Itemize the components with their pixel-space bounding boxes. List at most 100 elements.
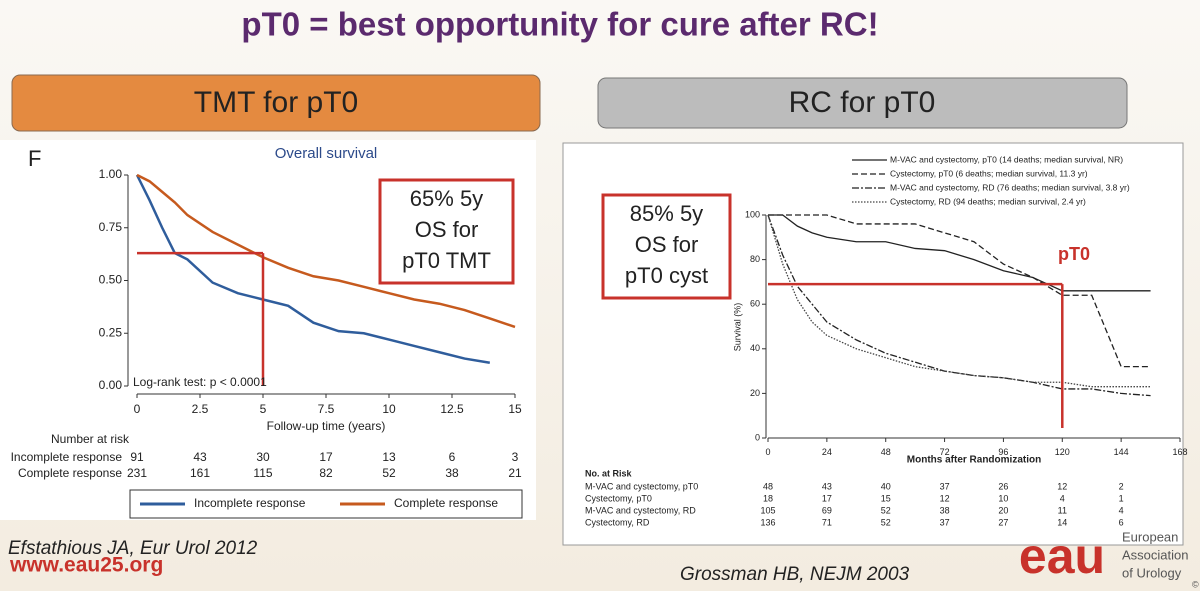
legend-box [129,489,523,519]
risk-value: 161 [190,466,210,480]
legend-label: Cystectomy, pT0 (6 deaths; median surviv… [890,168,1088,178]
risk-value: 231 [127,466,147,480]
risk-value: 15 [881,493,891,503]
risk-value: 136 [760,517,775,527]
legend-label: M-VAC and cystectomy, pT0 (14 deaths; me… [890,154,1123,164]
survival-curve [767,214,1151,388]
logo-line: of Urology [1122,565,1182,580]
x-tick-label: 0 [765,447,770,457]
risk-value: 38 [940,505,950,515]
risk-value: 12 [940,493,950,503]
annotation: Log-rank test: p < 0.0001 [133,375,267,389]
legend-label: M-VAC and cystectomy, RD (76 deaths; med… [890,182,1130,192]
copyright: © [1192,579,1199,589]
risk-row-label: M-VAC and cystectomy, RD [585,505,696,515]
x-tick-label: 7.5 [318,402,335,416]
risk-value: 69 [822,505,832,515]
left-header: TMT for pT0 [194,86,358,119]
panel-label: F [28,146,41,171]
callout-text: pT0 cyst [625,263,708,288]
risk-value: 20 [998,505,1008,515]
risk-value: 6 [449,450,456,464]
logo-line: Association [1122,547,1188,562]
y-tick-label: 80 [750,254,760,264]
risk-value: 52 [881,517,891,527]
y-tick-label: 20 [750,388,760,398]
x-axis-label: Months after Randomization [907,455,1041,466]
risk-value: 17 [822,493,832,503]
risk-table-title: Number at risk [51,432,130,446]
risk-row-label: Cystectomy, RD [585,517,650,527]
legend-label: Incomplete response [194,496,306,510]
legend-label: Complete response [394,496,498,510]
x-tick-label: 15 [508,402,522,416]
risk-value: 91 [130,450,144,464]
risk-value: 1 [1119,493,1124,503]
x-tick-label: 144 [1114,447,1129,457]
risk-value: 105 [760,505,775,515]
callout-text: pT0 TMT [402,248,491,273]
x-tick-label: 24 [822,447,832,457]
risk-row-label: Complete response [18,466,122,480]
risk-value: 13 [382,450,396,464]
x-tick-label: 48 [881,447,891,457]
x-tick-label: 72 [940,447,950,457]
risk-value: 71 [822,517,832,527]
x-axis-label: Follow-up time (years) [267,419,386,433]
x-tick-label: 2.5 [192,402,209,416]
chart-title: Overall survival [275,145,378,162]
callout-text: OS for [635,232,699,257]
risk-row-label: M-VAC and cystectomy, pT0 [585,481,698,491]
risk-value: 12 [1057,481,1067,491]
risk-value: 17 [319,450,333,464]
right-citation: Grossman HB, NEJM 2003 [680,564,910,585]
y-tick-label: 1.00 [99,167,123,181]
risk-value: 37 [940,517,950,527]
y-tick-label: 0 [755,432,760,442]
logo-line: European [1122,529,1178,544]
x-tick-label: 10 [382,402,396,416]
y-axis-label: Survival (%) [732,303,742,352]
callout-box [378,178,515,285]
risk-value: 2 [1119,481,1124,491]
risk-value: 43 [822,481,832,491]
y-tick-label: 0.75 [99,220,123,234]
risk-value: 11 [1058,505,1067,515]
risk-value: 40 [881,481,891,491]
y-tick-label: 0.25 [99,325,123,339]
risk-value: 18 [763,493,773,503]
y-tick-label: 0.50 [99,273,123,287]
y-tick-label: 100 [745,209,760,219]
risk-value: 6 [1119,517,1124,527]
survival-curve [136,173,516,329]
legend-label: Cystectomy, RD (94 deaths; median surviv… [890,196,1086,206]
x-tick-label: 120 [1055,447,1070,457]
risk-value: 52 [382,466,396,480]
risk-value: 37 [940,481,950,491]
risk-value: 82 [319,466,333,480]
survival-curve [768,214,1151,292]
risk-row-label: Cystectomy, pT0 [585,493,652,503]
risk-value: 4 [1119,505,1124,515]
callout-text: 65% 5y [410,186,483,211]
reference-label: pT0 [1058,244,1090,264]
risk-value: 30 [256,450,270,464]
x-tick-label: 0 [134,402,141,416]
y-tick-label: 40 [750,343,760,353]
callout-text: OS for [415,217,479,242]
website: www.eau25.org [9,554,163,577]
x-tick-label: 12.5 [440,402,464,416]
left-citation: Efstathious JA, Eur Urol 2012 [8,538,258,559]
risk-value: 38 [445,466,459,480]
risk-value: 27 [998,517,1008,527]
risk-value: 26 [998,481,1008,491]
logo-mark: eau [1019,528,1105,584]
x-tick-label: 96 [998,447,1008,457]
risk-value: 10 [998,493,1008,503]
callout-text: 85% 5y [630,201,703,226]
y-tick-label: 0.00 [99,378,123,392]
survival-curve [767,214,1151,397]
risk-value: 21 [508,466,522,480]
